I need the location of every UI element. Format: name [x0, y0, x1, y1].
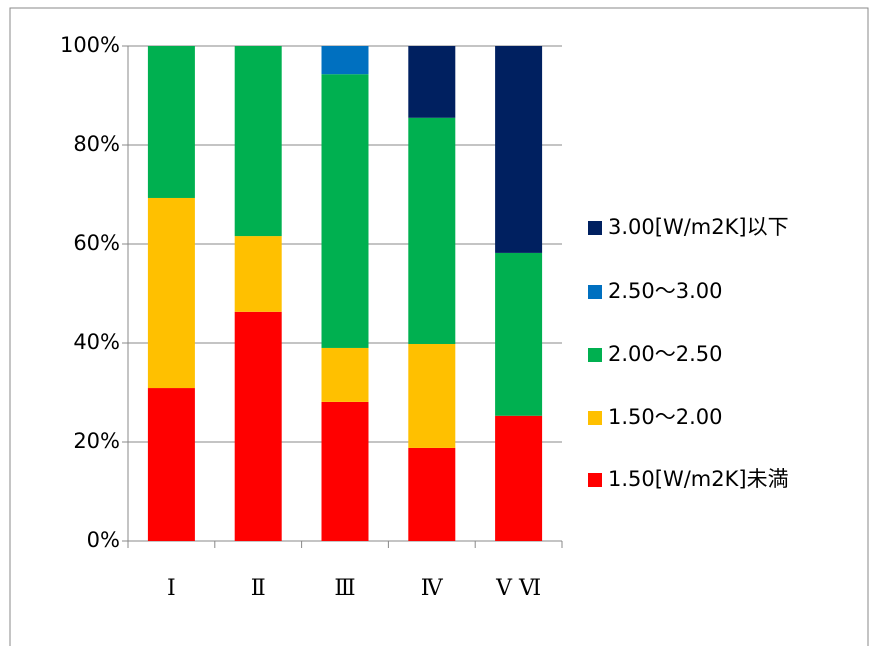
bar-segment	[321, 347, 369, 402]
y-tick-label: 20%	[73, 429, 120, 453]
legend-swatch	[588, 348, 602, 362]
bar-segment	[408, 46, 456, 118]
bar-segment	[495, 415, 543, 541]
bar-segment	[147, 388, 195, 541]
legend-label: 1.50[W/m2K]未満	[608, 467, 789, 491]
bar-segment	[234, 236, 282, 312]
bar-segment	[408, 447, 456, 541]
legend-label: 2.50〜3.00	[608, 279, 723, 303]
bar-segment	[321, 46, 369, 75]
x-tick-label: Ⅲ	[334, 576, 355, 601]
y-tick-label: 80%	[73, 132, 120, 156]
legend-label: 2.00〜2.50	[608, 342, 723, 366]
legend-label: 1.50〜2.00	[608, 405, 723, 429]
y-tick-label: 100%	[60, 33, 120, 57]
bar-segment	[147, 46, 195, 198]
bar-segment	[234, 311, 282, 541]
y-tick-label: 60%	[73, 231, 120, 255]
bar-segment	[321, 401, 369, 541]
bar-segment	[408, 343, 456, 448]
legend-swatch	[588, 473, 602, 487]
bar-segment	[408, 117, 456, 344]
legend-swatch	[588, 285, 602, 299]
x-tick-label: Ⅴ Ⅵ	[495, 576, 541, 601]
x-tick-label: Ⅱ	[251, 576, 266, 601]
legend-label: 3.00[W/m2K]以下	[608, 215, 789, 239]
y-tick-label: 0%	[87, 528, 120, 552]
bar-segment	[495, 46, 543, 253]
bar-segment	[147, 197, 195, 389]
chart-border	[9, 7, 869, 646]
legend-swatch	[588, 221, 602, 235]
y-tick-label: 40%	[73, 330, 120, 354]
legend-swatch	[588, 411, 602, 425]
x-tick-label: Ⅰ	[167, 576, 176, 601]
bar-segment	[495, 252, 543, 416]
bar-segment	[234, 46, 282, 237]
x-tick-label: Ⅳ	[421, 576, 444, 601]
bar-segment	[321, 74, 369, 348]
